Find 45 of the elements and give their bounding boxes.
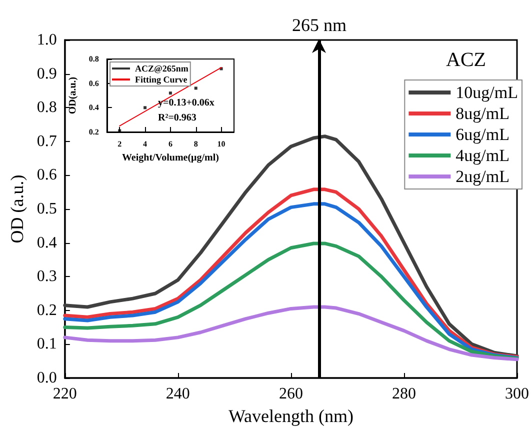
x-tick-label: 6 [168, 140, 172, 148]
y-axis-title: OD(a.u.) [68, 76, 78, 114]
x-tick-label: 260 [278, 386, 303, 402]
legend-label: Fitting Curve [135, 74, 188, 84]
y-tick-label: 0.9 [36, 65, 57, 82]
y-tick-label: 0.0 [36, 370, 57, 386]
x-tick-label: 2 [118, 140, 122, 148]
y-tick-label: 0.5 [36, 200, 57, 218]
legend-title: ACZ [446, 49, 486, 71]
line-series [63, 305, 519, 362]
legend-label: 6ug/mL [456, 125, 510, 144]
x-tick-label: 10 [217, 140, 226, 148]
point [194, 86, 198, 90]
x-tick-label: 8 [194, 140, 198, 148]
x-tick-label: 280 [392, 386, 416, 402]
x-tick-label: 300 [505, 386, 529, 402]
annotation: y=0.13+0.06x [158, 98, 214, 108]
y-tick-label: 0.4 [88, 103, 99, 112]
y-tick-label: 0.3 [36, 268, 57, 286]
legend-label: 10ug/mL [456, 83, 518, 102]
point [144, 106, 147, 110]
y-tick-label: 0.8 [36, 99, 57, 116]
point [168, 92, 172, 95]
y-tick-label: 0.6 [88, 78, 99, 88]
legend-label: 2ug/mL [456, 167, 510, 186]
y-tick-label: 0.2 [36, 302, 57, 319]
x-axis-title: Weight/Volume(μg/ml) [122, 152, 219, 164]
y-axis-title: OD (a.u.) [7, 174, 27, 244]
y-tick-label: 0.8 [88, 54, 99, 64]
legend-label: 8ug/mL [456, 104, 510, 123]
y-tick-label: 1.0 [36, 32, 57, 48]
line-series [63, 242, 519, 360]
y-tick-label: 0.6 [36, 166, 57, 184]
y-tick-label: 0.2 [88, 128, 99, 136]
legend-label: ACZ@265nm [135, 64, 189, 74]
annotation: R²=0.963 [158, 112, 196, 124]
x-axis-title: Wavelength (nm) [228, 406, 354, 426]
x-tick-label: 220 [52, 386, 77, 402]
x-tick-label: 4 [143, 140, 148, 148]
ref-line-label: 265 nm [292, 15, 346, 35]
y-tick-label: 0.1 [36, 336, 57, 353]
legend-label: 4ug/mL [456, 146, 510, 165]
x-tick-label: 240 [166, 386, 190, 402]
y-tick-label: 0.4 [36, 234, 57, 252]
y-tick-label: 0.7 [36, 132, 57, 150]
